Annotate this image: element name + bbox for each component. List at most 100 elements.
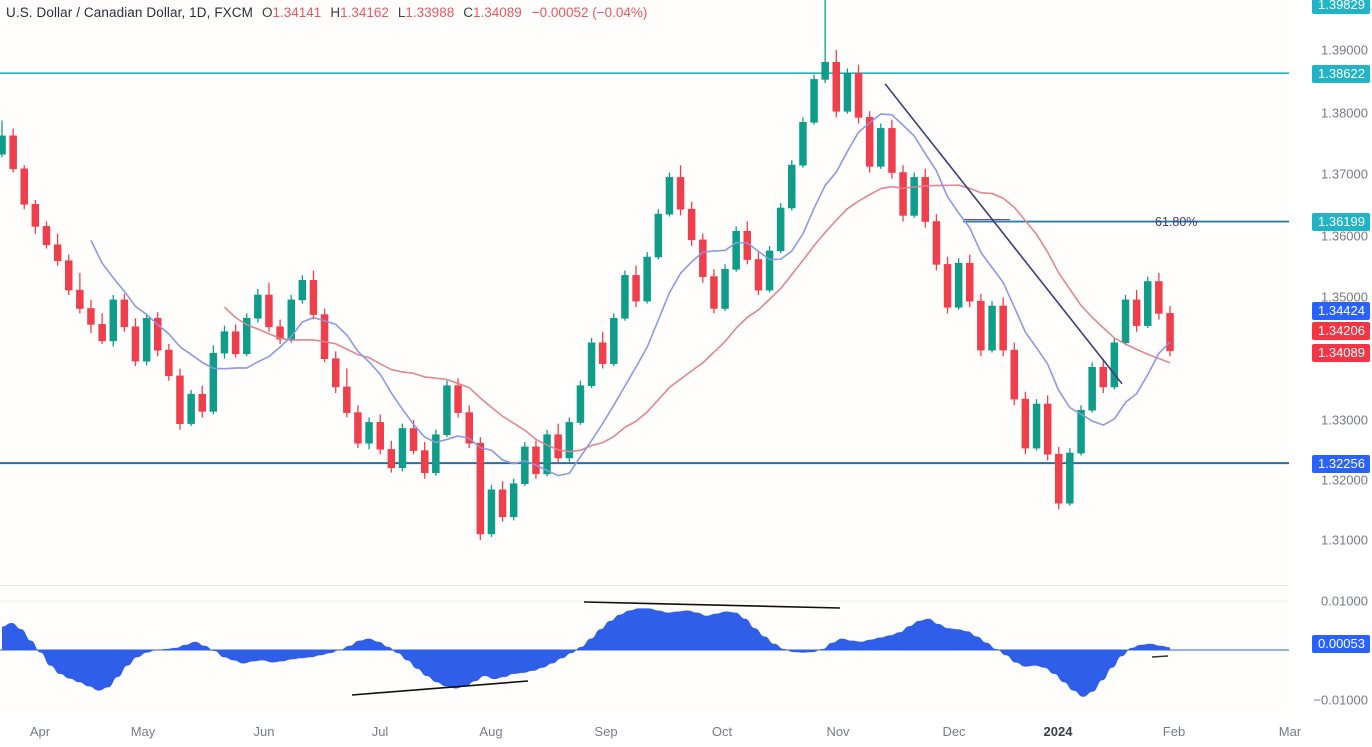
candle-body: [810, 79, 818, 123]
candle-body: [543, 434, 551, 475]
candle-body: [198, 393, 207, 412]
candle-body: [98, 324, 106, 342]
bullish-divergence[interactable]: [351, 680, 529, 696]
candle-body: [988, 305, 996, 351]
candle-body: [165, 349, 173, 377]
price-badge[interactable]: 1.34089: [1312, 344, 1370, 362]
price-tick: 1.31000: [1321, 532, 1368, 548]
price-tick: 1.37000: [1321, 166, 1368, 182]
candle-body: [943, 264, 952, 308]
candle-body: [53, 244, 62, 262]
candle-body: [31, 204, 40, 227]
candle-body: [476, 442, 485, 535]
price-badge[interactable]: 0.00053: [1312, 635, 1370, 653]
candle-body: [610, 317, 618, 364]
candle-body: [598, 342, 607, 364]
candle-body: [142, 317, 151, 362]
candle-body: [1021, 398, 1030, 449]
price-scale[interactable]: 1.39000 1.38000 1.37000 1.36000 1.35000 1.330…: [1290, 0, 1372, 715]
candle-body: [1110, 342, 1119, 388]
candle-body: [621, 275, 629, 319]
candle-body: [276, 326, 284, 340]
indicator-pane[interactable]: [0, 586, 1290, 715]
time-tick: May: [130, 724, 156, 739]
candle-body: [1132, 299, 1141, 326]
candle-body: [432, 434, 440, 474]
candle-body: [865, 117, 874, 167]
candle-body: [1066, 452, 1074, 504]
price-tick: 1.35000: [1321, 289, 1368, 305]
candle-body: [1032, 403, 1041, 449]
price-tick: 1.32000: [1321, 472, 1368, 488]
ma-slow-line: [223, 184, 1171, 453]
candle-body: [699, 239, 707, 277]
candle-body: [443, 385, 451, 436]
time-tick: Sep: [594, 724, 618, 739]
candle-body: [754, 259, 763, 291]
bearish-divergence[interactable]: [583, 601, 841, 609]
time-tick: Dec: [942, 724, 966, 739]
time-tick: Mar: [1278, 724, 1302, 739]
candle-body: [509, 483, 518, 518]
price-badge[interactable]: 1.38622: [1312, 65, 1370, 83]
candle-body: [76, 289, 84, 309]
candle-body: [676, 177, 685, 210]
candle-body: [465, 412, 473, 444]
candle-body: [365, 422, 373, 444]
time-tick: Jun: [253, 724, 275, 739]
candle-body: [1144, 281, 1152, 326]
price-scale-separator: [1289, 0, 1290, 715]
price-badge[interactable]: 1.34206: [1312, 322, 1370, 340]
candle-body: [209, 352, 218, 412]
candle-body: [821, 61, 829, 80]
price-badge[interactable]: 1.32256: [1312, 455, 1370, 473]
candle-body: [643, 256, 651, 302]
price-tick: 1.36000: [1321, 228, 1368, 244]
price-badge[interactable]: 1.36199: [1312, 213, 1370, 231]
candle-body: [0, 135, 6, 155]
candle-body: [799, 122, 807, 166]
candle-body: [420, 450, 429, 474]
price-badge[interactable]: 1.39829: [1312, 0, 1370, 14]
candle-body: [487, 489, 496, 535]
candle-body: [910, 177, 918, 216]
price-badge[interactable]: 1.34424: [1312, 302, 1370, 320]
candle-body: [565, 422, 574, 459]
candle-body: [109, 299, 118, 342]
candle-body: [454, 385, 462, 413]
price-tick: 1.39000: [1321, 42, 1368, 58]
candle-body: [888, 128, 896, 173]
candle-body: [331, 358, 340, 388]
candle-body: [398, 428, 407, 469]
candle-body: [732, 231, 740, 270]
candle-body: [1155, 281, 1163, 314]
candle-body: [320, 314, 329, 360]
candlestick-series: [0, 0, 1174, 540]
candle-body: [1099, 366, 1108, 388]
candle-body: [587, 342, 596, 386]
time-scale[interactable]: Apr May Jun Jul Aug Sep Oct Nov Dec 2024 Feb Mar: [0, 715, 1372, 747]
candle-body: [654, 213, 663, 258]
candle-body: [1088, 366, 1096, 411]
candle-body: [787, 164, 796, 209]
descending-trendline[interactable]: [884, 83, 1123, 385]
candle-body: [665, 177, 674, 215]
candle-body: [231, 331, 240, 355]
candle-body: [710, 276, 718, 309]
candle-body: [776, 207, 785, 252]
time-tick: Jul: [371, 724, 389, 739]
price-pane[interactable]: [0, 0, 1290, 585]
candle-body: [687, 208, 696, 241]
candle-body: [131, 326, 140, 362]
price-tick: 1.33000: [1321, 412, 1368, 428]
candle-body: [921, 177, 929, 222]
candle-body: [721, 268, 729, 309]
candle-body: [243, 317, 251, 355]
price-tick: 1.38000: [1321, 105, 1368, 121]
candle-body: [632, 275, 640, 302]
time-tick: Apr: [29, 724, 51, 739]
candle-body: [376, 422, 384, 450]
time-tick: Feb: [1162, 724, 1186, 739]
candle-body: [65, 260, 73, 291]
